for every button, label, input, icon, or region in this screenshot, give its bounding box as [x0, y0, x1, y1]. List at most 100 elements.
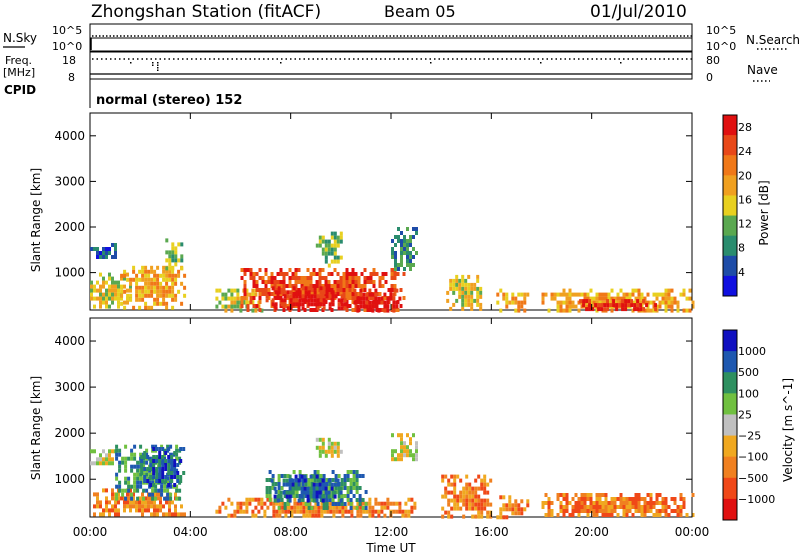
echo-cell	[514, 503, 518, 508]
echo-cell	[508, 499, 512, 504]
echo-cell	[352, 494, 356, 498]
echo-cell	[562, 288, 566, 293]
echo-cell	[346, 490, 350, 494]
echo-cell	[394, 449, 397, 454]
echo-cell	[640, 513, 644, 517]
echo-cell	[383, 308, 387, 313]
echo-cell	[486, 498, 490, 503]
station-title: Zhongshan Station (fitACF)	[91, 2, 321, 22]
echo-cell	[607, 296, 611, 301]
echo-cell	[153, 285, 157, 290]
echo-cell	[151, 496, 155, 501]
x-tick-label: 16:00	[474, 525, 509, 539]
echo-cell	[685, 296, 689, 301]
echo-cell	[339, 231, 343, 236]
echo-cell	[271, 482, 275, 486]
echo-cell	[383, 304, 387, 309]
echo-cell	[285, 304, 289, 308]
echo-cell	[115, 496, 119, 501]
echo-cell	[610, 497, 614, 501]
echo-cell	[461, 274, 465, 279]
echo-cell	[279, 490, 283, 495]
echo-cell	[550, 501, 554, 505]
echo-cell	[393, 284, 397, 288]
echo-cell	[452, 282, 456, 287]
echo-cell	[288, 268, 292, 272]
echo-cell	[245, 292, 249, 297]
y-tick-label: 1000	[54, 266, 85, 280]
echo-cell	[327, 247, 331, 252]
echo-cell	[162, 512, 165, 517]
echo-cell	[402, 272, 406, 276]
echo-cell	[267, 296, 271, 300]
echo-cell	[595, 493, 599, 497]
echo-cell	[415, 445, 418, 450]
echo-cell	[165, 289, 169, 294]
colorbar-tick-label: 24	[738, 145, 752, 158]
echo-cell	[398, 505, 402, 510]
echo-cell	[400, 251, 403, 255]
echo-cell	[592, 509, 596, 513]
echo-cell	[586, 493, 590, 497]
echo-cell	[339, 276, 343, 280]
echo-cell	[607, 501, 611, 505]
echo-cell	[610, 296, 614, 301]
echo-cell	[117, 500, 120, 505]
echo-cell	[384, 280, 388, 284]
echo-cell	[315, 272, 319, 276]
echo-cell	[352, 474, 356, 478]
echo-cell	[409, 437, 412, 442]
echo-cell	[310, 482, 314, 486]
echo-cell	[162, 293, 166, 298]
echo-cell	[508, 507, 512, 512]
echo-cell	[508, 503, 512, 508]
echo-cell	[317, 505, 321, 510]
echo-cell	[471, 490, 475, 495]
echo-cell	[634, 296, 638, 301]
echo-cell	[407, 509, 411, 514]
echo-cell	[390, 272, 394, 276]
echo-cell	[166, 480, 170, 485]
echo-cell	[360, 284, 364, 288]
echo-cell	[152, 483, 156, 487]
echo-cell	[571, 300, 575, 305]
echo-cell	[248, 501, 252, 506]
echo-cell	[173, 483, 177, 487]
echo-cell	[480, 506, 484, 511]
echo-cell	[300, 292, 304, 296]
echo-cell	[115, 448, 119, 453]
echo-cell	[166, 492, 170, 497]
echo-cell	[348, 284, 352, 288]
x-tick-label: 08:00	[273, 525, 308, 539]
echo-cell	[664, 296, 668, 301]
echo-cell	[361, 498, 365, 502]
echo-cell	[126, 496, 129, 501]
echo-cell	[476, 298, 480, 303]
echo-cell	[230, 292, 234, 297]
echo-cell	[179, 447, 183, 451]
echo-cell	[661, 292, 665, 297]
echo-cell	[374, 300, 378, 305]
echo-cell	[291, 272, 295, 276]
echo-cell	[333, 243, 337, 248]
echo-cell	[685, 308, 689, 313]
echo-cell	[583, 296, 587, 301]
colorbar-tick-label: 1000	[738, 345, 766, 358]
echo-cell	[337, 494, 341, 498]
echo-cell	[328, 302, 332, 307]
echo-cell	[658, 304, 662, 309]
echo-cell	[161, 463, 165, 467]
echo-cell	[634, 288, 638, 293]
echo-cell	[410, 497, 414, 502]
echo-cell	[541, 505, 545, 509]
echo-cell	[265, 478, 269, 482]
echo-cell	[386, 308, 390, 313]
echo-cell	[483, 490, 487, 495]
echo-cell	[346, 486, 350, 490]
echo-cell	[258, 308, 262, 312]
echo-cell	[279, 494, 283, 499]
echo-cell	[230, 501, 234, 506]
echo-cell	[544, 493, 548, 497]
echo-cell	[147, 285, 151, 290]
echo-cell	[667, 288, 671, 293]
